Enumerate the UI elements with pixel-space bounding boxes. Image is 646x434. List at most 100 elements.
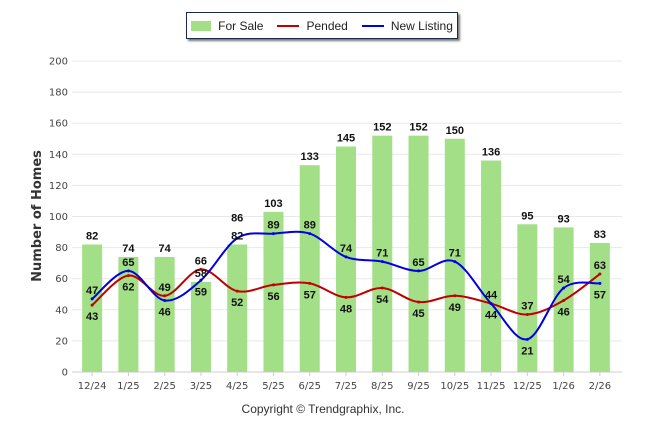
data-label-for-sale: 103 <box>264 198 282 210</box>
data-label-new-listing: 89 <box>267 220 279 232</box>
point-pended <box>598 272 602 276</box>
point-new-listing <box>90 297 94 301</box>
data-label-pended: 63 <box>594 260 606 272</box>
data-label-pended: 43 <box>86 311 98 323</box>
legend-item-for-sale: For Sale <box>191 19 263 33</box>
point-new-listing <box>344 255 348 259</box>
point-new-listing <box>235 236 239 240</box>
point-pended <box>90 303 94 307</box>
for-sale-swatch <box>191 20 212 31</box>
x-tick-label: 12/25 <box>513 381 542 392</box>
data-label-new-listing: 21 <box>521 345 533 357</box>
x-tick-label: 2/26 <box>589 381 611 392</box>
data-label-new-listing: 89 <box>304 220 316 232</box>
point-pended <box>525 312 529 316</box>
bar-for-sale <box>444 138 465 372</box>
bar-for-sale <box>589 242 610 372</box>
data-label-new-listing: 44 <box>485 310 498 322</box>
y-tick-label: 120 <box>49 181 68 192</box>
point-new-listing <box>453 260 457 264</box>
data-label-for-sale: 82 <box>231 230 243 242</box>
x-tick-label: 3/25 <box>190 381 212 392</box>
data-label-for-sale: 136 <box>482 147 500 159</box>
x-tick-label: 1/26 <box>552 381 574 392</box>
point-new-listing <box>525 337 529 341</box>
data-label-pended: 37 <box>521 300 533 312</box>
data-label-for-sale: 82 <box>86 230 98 242</box>
legend-item-new-listing: New Listing <box>361 18 453 33</box>
bar-for-sale <box>336 146 356 372</box>
bar-for-sale <box>408 135 429 372</box>
pended-swatch <box>277 24 300 27</box>
y-axis-label: Number of Homes <box>30 150 45 282</box>
y-tick-label: 80 <box>55 243 68 254</box>
x-tick-label: 10/25 <box>440 381 469 392</box>
point-pended <box>271 283 275 287</box>
data-label-for-sale: 152 <box>373 122 391 134</box>
x-tick-label: 4/25 <box>226 381 248 392</box>
x-tick-label: 6/25 <box>298 381 320 392</box>
data-label-pended: 44 <box>485 290 498 302</box>
point-new-listing <box>199 278 203 282</box>
point-pended <box>380 286 384 290</box>
x-tick-label: 11/25 <box>477 381 506 392</box>
legend-label-pended: Pended <box>306 18 348 33</box>
bar-for-sale <box>263 211 284 372</box>
point-pended <box>417 300 421 304</box>
point-new-listing <box>380 260 384 264</box>
point-pended <box>308 281 312 285</box>
x-tick-label: 5/25 <box>262 381 284 392</box>
point-pended <box>199 267 203 271</box>
bar-for-sale <box>227 244 248 372</box>
data-label-pended: 66 <box>195 255 207 267</box>
data-label-new-listing: 59 <box>195 286 207 298</box>
data-label-for-sale: 74 <box>122 243 135 255</box>
data-label-for-sale: 133 <box>301 151 319 163</box>
y-tick-label: 20 <box>55 336 68 347</box>
y-tick-label: 140 <box>49 150 68 161</box>
point-new-listing <box>562 286 566 290</box>
y-tick-label: 40 <box>55 305 68 316</box>
point-new-listing <box>308 232 312 236</box>
y-tick-label: 100 <box>49 212 68 223</box>
point-new-listing <box>489 302 493 306</box>
y-tick-label: 160 <box>49 119 68 130</box>
data-label-new-listing: 71 <box>449 248 461 260</box>
data-label-pended: 49 <box>159 282 171 294</box>
data-label-pended: 49 <box>449 302 461 314</box>
point-pended <box>126 274 130 278</box>
x-tick-label: 1/25 <box>117 381 139 392</box>
data-label-new-listing: 74 <box>340 243 353 255</box>
chart-legend: For Sale Pended New Listing <box>186 12 458 39</box>
data-label-new-listing: 57 <box>594 289 606 301</box>
data-label-for-sale: 150 <box>446 125 464 137</box>
bar-for-sale <box>154 256 175 372</box>
point-new-listing <box>126 269 130 273</box>
data-label-new-listing: 46 <box>159 306 171 318</box>
point-new-listing <box>598 281 602 285</box>
data-label-pended: 62 <box>122 282 134 294</box>
point-new-listing <box>271 232 275 236</box>
data-label-for-sale: 93 <box>557 213 569 225</box>
data-label-pended: 45 <box>412 308 424 320</box>
bar-for-sale <box>481 160 502 372</box>
legend-label-new-listing: New Listing <box>390 18 453 33</box>
x-tick-label: 7/25 <box>335 381 357 392</box>
x-tick-label: 8/25 <box>371 381 393 392</box>
data-label-pended: 48 <box>340 303 352 315</box>
data-label-pended: 52 <box>231 297 243 309</box>
point-pended <box>344 295 348 299</box>
data-label-for-sale: 83 <box>594 229 606 241</box>
data-label-new-listing: 71 <box>376 248 388 260</box>
data-label-for-sale: 145 <box>337 133 355 145</box>
x-tick-label: 2/25 <box>153 381 175 392</box>
data-label-new-listing: 65 <box>122 257 134 269</box>
data-label-pended: 57 <box>304 289 316 301</box>
data-label-pended: 46 <box>557 306 569 318</box>
bar-for-sale <box>299 165 320 372</box>
point-pended <box>453 294 457 298</box>
copyright-text: Copyright © Trendgraphix, Inc. <box>241 402 405 416</box>
bar-for-sale <box>190 281 211 372</box>
x-tick-label: 12/24 <box>78 381 107 392</box>
